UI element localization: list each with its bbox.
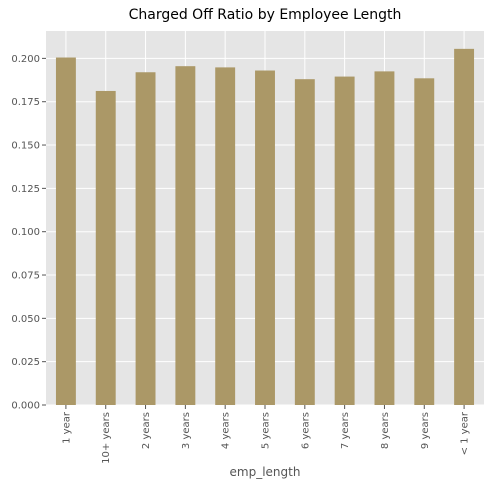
bar-1 bbox=[95, 90, 116, 405]
y-tick-label-2: 0.050 bbox=[11, 314, 40, 325]
y-tick-label-0: 0.000 bbox=[11, 401, 40, 412]
x-tick-label-4: 4 years bbox=[221, 412, 232, 449]
y-tick-label-8: 0.200 bbox=[11, 54, 40, 65]
x-tick-label-9: 9 years bbox=[420, 412, 431, 449]
y-tick-label-4: 0.100 bbox=[11, 227, 40, 238]
y-axis-ticks: 0.000 0.025 0.050 0.075 0.100 0.125 0.150 0.175… bbox=[11, 54, 46, 412]
x-axis-ticks: 1 year 10+ years 2 years 3 years 4 years 5 ye… bbox=[61, 405, 471, 464]
x-tick-label-3: 3 years bbox=[181, 412, 192, 449]
bar-7 bbox=[334, 76, 355, 405]
chart-title: Charged Off Ratio by Employee Length bbox=[129, 7, 402, 23]
x-tick-label-8: 8 years bbox=[380, 412, 391, 449]
bar-3 bbox=[175, 66, 196, 406]
x-tick-label-2: 2 years bbox=[141, 412, 152, 449]
bar-6 bbox=[294, 79, 315, 405]
bar-5 bbox=[255, 70, 275, 405]
y-tick-label-5: 0.125 bbox=[11, 184, 40, 195]
y-tick-label-7: 0.175 bbox=[11, 97, 40, 108]
bar-8 bbox=[374, 71, 395, 405]
bar-4 bbox=[215, 67, 236, 406]
x-tick-label-1: 10+ years bbox=[101, 412, 112, 464]
x-tick-label-7: 7 years bbox=[340, 412, 351, 449]
y-tick-label-1: 0.025 bbox=[11, 357, 40, 368]
x-tick-label-6: 6 years bbox=[300, 412, 311, 449]
bar-0 bbox=[55, 57, 76, 405]
bar-9 bbox=[414, 78, 435, 405]
bar-10 bbox=[454, 48, 475, 405]
y-tick-label-3: 0.075 bbox=[11, 271, 40, 282]
bar-2 bbox=[135, 72, 156, 406]
bars bbox=[55, 48, 475, 406]
x-tick-label-5: 5 years bbox=[261, 412, 272, 449]
x-axis-label: emp_length bbox=[230, 465, 301, 479]
x-tick-label-10: < 1 year bbox=[460, 411, 471, 455]
x-tick-label-0: 1 year bbox=[61, 411, 72, 444]
y-tick-label-6: 0.150 bbox=[11, 141, 40, 152]
